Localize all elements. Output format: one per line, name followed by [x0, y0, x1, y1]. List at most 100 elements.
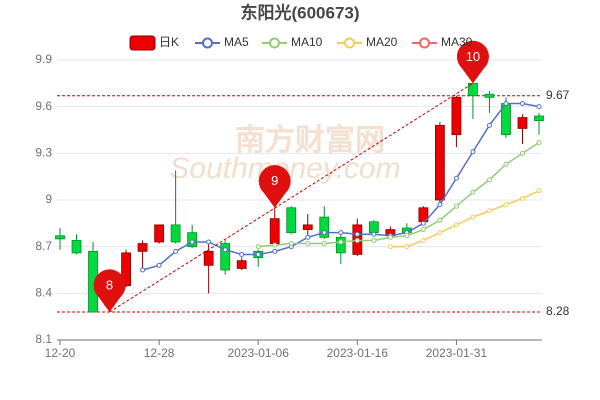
ma-point: [321, 241, 327, 247]
reference-label: 9.67: [546, 88, 570, 102]
ma-point: [470, 149, 476, 155]
ma-point: [255, 244, 261, 250]
ma-point: [288, 241, 294, 247]
legend-label: MA5: [224, 35, 249, 49]
ma-point: [272, 242, 278, 248]
ma-point: [519, 195, 525, 201]
marker-label: 8: [106, 277, 113, 292]
ma-point: [354, 237, 360, 243]
ma-point: [503, 202, 509, 208]
ma-point: [503, 101, 509, 107]
ma-point: [404, 244, 410, 250]
ma-point: [404, 233, 410, 239]
ma-point: [420, 237, 426, 243]
y-tick-label: 9.9: [35, 52, 52, 66]
ma-point: [156, 262, 162, 268]
x-tick-label: 12-28: [144, 346, 175, 360]
candle-body: [286, 207, 297, 234]
ma-point: [536, 104, 542, 110]
ma-point: [437, 217, 443, 223]
ma-point: [239, 251, 245, 257]
candle-body: [335, 236, 346, 254]
ma-point: [420, 227, 426, 233]
ma-point: [371, 237, 377, 243]
marker-label: 9: [271, 173, 278, 188]
ma-point: [387, 244, 393, 250]
ma-point: [305, 234, 311, 240]
legend-swatch: [269, 37, 280, 49]
y-tick-label: 9.3: [35, 146, 52, 160]
legend-swatch: [202, 37, 213, 49]
ma-line: [258, 141, 540, 248]
ma-point: [140, 267, 146, 273]
candle-body: [170, 224, 181, 243]
marker-pin: [456, 40, 489, 84]
ma-point: [305, 241, 311, 247]
ma-point: [222, 247, 228, 253]
x-tick-label: 12-20: [45, 346, 76, 360]
candle-body: [55, 235, 65, 240]
ma-line: [390, 189, 540, 248]
ma-point: [387, 234, 393, 240]
y-tick-label: 8.7: [35, 239, 52, 253]
candle-body: [451, 96, 462, 136]
candle-body: [137, 243, 148, 252]
candle-body: [121, 252, 131, 286]
candle-body: [203, 250, 214, 266]
y-tick-label: 8.1: [35, 332, 52, 346]
legend-swatch: [419, 37, 430, 49]
watermark: 南方财富网: [235, 123, 385, 157]
ma-point: [486, 177, 492, 183]
legend-swatch: [344, 37, 355, 49]
ma-point: [536, 139, 542, 145]
candle-body: [220, 243, 231, 271]
ma-point: [519, 101, 525, 107]
ma-point: [255, 251, 261, 257]
reference-label: 8.28: [546, 304, 570, 318]
ma-point: [437, 202, 443, 208]
ma-point: [519, 150, 525, 156]
candle-body: [517, 117, 528, 129]
ma-point: [420, 220, 426, 226]
legend-label: 日K: [159, 35, 179, 49]
candle-body: [368, 221, 379, 234]
legend-label: MA10: [291, 35, 323, 49]
y-tick-label: 9: [45, 192, 52, 206]
ma-point: [206, 239, 212, 245]
marker-label: 10: [466, 49, 480, 64]
y-tick-label: 9.6: [35, 99, 52, 113]
candle-body: [319, 216, 330, 238]
ma-point: [453, 175, 459, 181]
candle-body: [434, 124, 445, 201]
x-tick-label: 2023-01-06: [228, 346, 290, 360]
ma-point: [486, 122, 492, 128]
candle-body: [302, 224, 313, 230]
candle-body: [71, 240, 82, 254]
ma-point: [338, 230, 344, 236]
trend-line: [109, 82, 474, 313]
candle-body: [484, 93, 495, 98]
candle-body: [154, 224, 165, 243]
ma-point: [437, 230, 443, 236]
x-tick-label: 2023-01-31: [426, 346, 488, 360]
x-tick-label: 2023-01-16: [327, 346, 389, 360]
y-tick-label: 8.4: [35, 286, 52, 300]
marker-pin: [93, 269, 126, 312]
candle-body: [534, 115, 544, 122]
ma-point: [371, 231, 377, 237]
legend-swatch: [129, 35, 156, 51]
legend-label: MA20: [366, 35, 398, 49]
marker-pin: [258, 165, 291, 208]
ma-point: [470, 214, 476, 220]
ma-point: [354, 231, 360, 237]
candle-body: [269, 218, 280, 244]
ma-point: [189, 239, 195, 245]
ma-point: [453, 222, 459, 228]
ma-point: [321, 230, 327, 236]
ma-point: [272, 248, 278, 254]
ma-point: [453, 203, 459, 209]
legend-label: MA30: [441, 35, 473, 49]
candle-body: [236, 260, 247, 269]
ma-point: [536, 188, 542, 194]
